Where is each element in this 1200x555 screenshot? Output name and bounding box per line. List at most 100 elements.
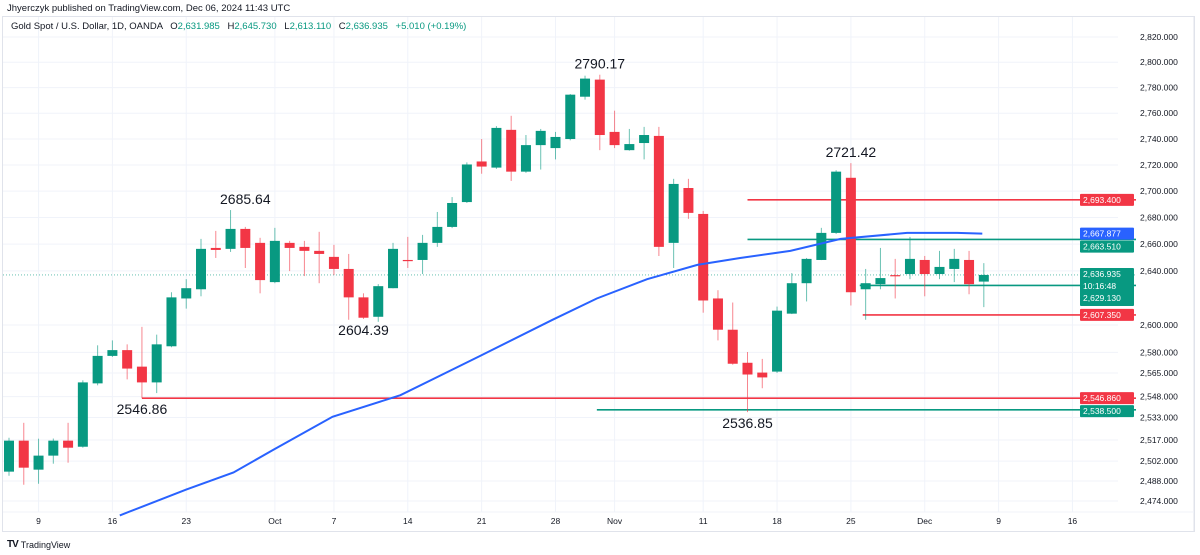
level-price-tag: 2,629.130 xyxy=(1083,293,1121,303)
x-tick-label: 16 xyxy=(1068,516,1078,526)
ma-price-tag: 2,667.877 xyxy=(1083,229,1121,239)
y-tick-label: 2,660.000 xyxy=(1140,239,1178,249)
candle-up xyxy=(417,242,428,260)
candle-up xyxy=(535,130,546,146)
x-tick-label: 25 xyxy=(846,516,856,526)
x-tick-label: Oct xyxy=(268,516,282,526)
candle-down xyxy=(698,213,709,301)
level-price-tag: 2,693.400 xyxy=(1083,195,1121,205)
price-tag-bg xyxy=(1080,193,1134,206)
countdown-timer: 10:16:48 xyxy=(1083,281,1116,291)
price-tag-bg xyxy=(1080,240,1134,253)
brand-name: TradingView xyxy=(20,539,71,550)
candle-down xyxy=(609,131,620,146)
candle-down xyxy=(122,350,133,369)
candle-down xyxy=(727,329,738,364)
candle-down xyxy=(919,259,930,275)
candle-up xyxy=(580,78,591,97)
y-tick-label: 2,533.000 xyxy=(1140,412,1178,422)
candle-up xyxy=(668,183,679,243)
y-tick-label: 2,488.000 xyxy=(1140,476,1178,486)
candle-up xyxy=(166,297,177,347)
candle-down xyxy=(845,177,856,293)
candle-up xyxy=(816,232,827,260)
candle-up xyxy=(934,266,945,275)
candle-up xyxy=(388,248,399,289)
candle-down xyxy=(476,161,487,167)
candle-up xyxy=(639,135,650,144)
y-tick-label: 2,640.000 xyxy=(1140,266,1178,276)
price-annotation: 2685.64 xyxy=(220,191,271,207)
candle-down xyxy=(284,242,295,248)
candle-up xyxy=(461,164,472,203)
x-tick-label: Dec xyxy=(917,516,933,526)
tradingview-logo-icon: TV xyxy=(7,539,19,550)
x-tick-label: 7 xyxy=(332,516,337,526)
y-tick-label: 2,565.000 xyxy=(1140,368,1178,378)
candle-up xyxy=(196,248,207,290)
candle-up xyxy=(978,274,989,282)
y-tick-label: 2,474.000 xyxy=(1140,496,1178,506)
candle-up xyxy=(949,258,960,269)
symbol-name[interactable]: Gold Spot / U.S. Dollar, 1D, OANDA xyxy=(11,21,163,32)
candle-up xyxy=(181,288,192,299)
candle-up xyxy=(373,286,384,317)
candle-up xyxy=(801,258,812,284)
level-price-tag: 2,546.860 xyxy=(1083,393,1121,403)
x-tick-label: 23 xyxy=(182,516,192,526)
time-axis[interactable]: 9 16 23 Oct 7 14 21 28 Nov 11 18 25 Dec 9 16 xyxy=(36,516,1077,526)
candle-up xyxy=(491,127,502,168)
y-tick-label: 2,700.000 xyxy=(1140,186,1178,196)
close-label: C xyxy=(338,21,346,32)
candle-down xyxy=(343,268,354,298)
y-tick-label: 2,760.000 xyxy=(1140,108,1178,118)
candle-up xyxy=(225,228,236,249)
publisher-caption: Jhyerczyk published on TradingView.com, … xyxy=(7,3,291,14)
candle-down xyxy=(757,372,768,378)
y-tick-label: 2,502.000 xyxy=(1140,456,1178,466)
candle-up xyxy=(107,350,118,356)
y-tick-label: 2,780.000 xyxy=(1140,83,1178,93)
level-price-tag: 2,538.500 xyxy=(1083,406,1121,416)
x-tick-label: 18 xyxy=(772,516,782,526)
x-tick-label: 14 xyxy=(403,516,413,526)
current-price-tag: 2,636.935 xyxy=(1083,269,1121,279)
x-tick-label: 21 xyxy=(477,516,487,526)
candle-up xyxy=(432,226,443,243)
candle-down xyxy=(742,362,753,375)
candle-down xyxy=(712,298,723,330)
candle-down xyxy=(314,250,325,254)
level-price-tag: 2,607.350 xyxy=(1083,310,1121,320)
high-label: H xyxy=(227,21,235,32)
candle-down xyxy=(63,440,74,448)
price-tag-bg xyxy=(1080,308,1134,321)
candle-up xyxy=(4,440,14,472)
high-value: 2,645.730 xyxy=(234,21,277,32)
candle-down xyxy=(594,79,605,136)
candle-down xyxy=(890,275,901,277)
y-tick-label: 2,580.000 xyxy=(1140,347,1178,357)
y-tick-label: 2,820.000 xyxy=(1140,32,1178,42)
change-value: +5.010 (+0.19%) xyxy=(395,21,467,32)
candle-up xyxy=(831,171,842,233)
candle-up xyxy=(875,278,886,285)
moving-average xyxy=(119,231,983,517)
x-tick-label: 28 xyxy=(551,516,561,526)
candle-down xyxy=(255,242,266,281)
price-annotation: 2536.85 xyxy=(722,415,773,431)
candle-up xyxy=(786,283,797,314)
price-annotation: 2546.86 xyxy=(117,401,168,417)
price-axis[interactable] xyxy=(3,17,1195,531)
candle-up xyxy=(92,355,103,384)
candle-up xyxy=(151,344,162,383)
y-tick-label: 2,600.000 xyxy=(1140,320,1178,330)
candle-up xyxy=(550,136,561,149)
open-label: O xyxy=(170,21,178,32)
candle-down xyxy=(299,246,310,251)
candle-down xyxy=(683,188,694,213)
y-tick-label: 2,517.000 xyxy=(1140,435,1178,445)
candle-up xyxy=(624,144,635,151)
y-tick-label: 2,720.000 xyxy=(1140,160,1178,170)
candle-down xyxy=(136,366,147,383)
